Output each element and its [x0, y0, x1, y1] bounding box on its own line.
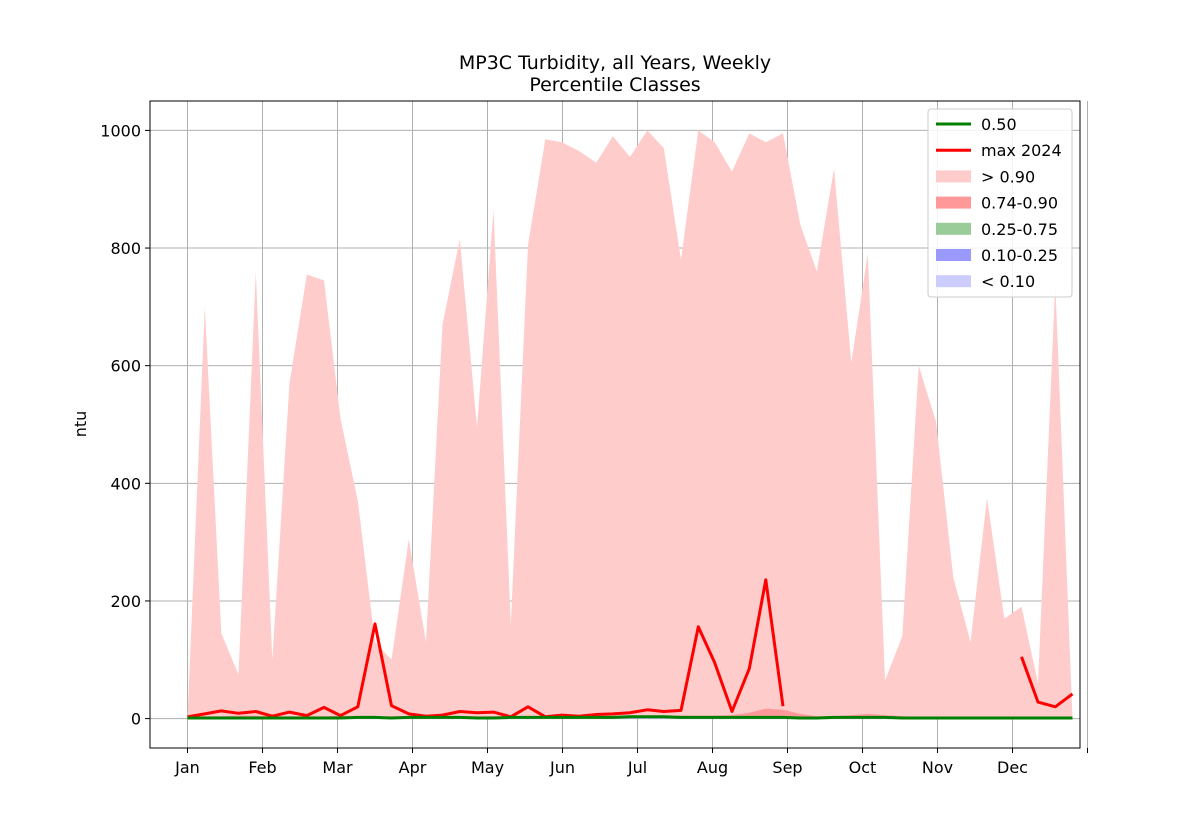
- x-tick-label-nov: Nov: [922, 758, 953, 777]
- legend-entry-0-10: < 0.10: [936, 272, 1035, 291]
- x-tick-label-aug: Aug: [697, 758, 728, 777]
- tick-layer: Jan Feb Mar Apr May Jun Jul Aug Sep Oct Nov Dec 0 200…: [100, 121, 1088, 777]
- y-tick-label-600: 600: [110, 357, 141, 376]
- legend-entry-0-25-0-75: 0.25-0.75: [936, 220, 1058, 239]
- line-max-2024: [187, 578, 1074, 719]
- x-tick-label-may: May: [471, 758, 504, 777]
- x-tick-label-jan: Jan: [174, 758, 200, 777]
- legend-entry-0-90: > 0.90: [936, 167, 1035, 186]
- legend-swatch: [936, 196, 971, 209]
- x-tick-label-feb: Feb: [248, 758, 276, 777]
- y-tick-label-800: 800: [110, 239, 141, 258]
- y-tick-label-200: 200: [110, 592, 141, 611]
- legend-swatch: [936, 249, 971, 261]
- x-tick-label-oct: Oct: [849, 758, 877, 777]
- x-tick-label-jul: Jul: [627, 758, 647, 777]
- x-tick-label-sep: Sep: [772, 758, 802, 777]
- y-tick-label-1000: 1000: [100, 121, 141, 140]
- legend-entry-max-2024: max 2024: [936, 141, 1062, 160]
- plot-frame: [149, 100, 1081, 749]
- line-0-50: [187, 715, 1073, 720]
- y-tick-label-400: 400: [110, 474, 141, 493]
- legend-label: max 2024: [981, 141, 1062, 160]
- legend-label: < 0.10: [981, 272, 1035, 291]
- legend-label: > 0.90: [981, 167, 1035, 186]
- legend-label: 0.10-0.25: [981, 246, 1058, 265]
- x-tick-label-jun: Jun: [549, 758, 575, 777]
- y-tick-label-0: 0: [131, 710, 141, 729]
- legend: 0.50 max 2024 > 0.90 0.74-0.90 0.25-0.75 0.10…: [927, 108, 1073, 298]
- legend-swatch: [936, 275, 971, 288]
- x-tick-label-mar: Mar: [322, 758, 353, 777]
- x-tick-label-dec: Dec: [997, 758, 1028, 777]
- chart-title: MP3C Turbidity, all Years, Weekly: [459, 52, 771, 74]
- legend-label: 0.25-0.75: [981, 220, 1058, 239]
- legend-entry-0-50: 0.50: [936, 115, 1017, 134]
- line-layer: [187, 578, 1074, 720]
- x-tick-label-apr: Apr: [399, 758, 427, 777]
- legend-swatch: [936, 222, 971, 235]
- y-axis-label: ntu: [71, 411, 90, 438]
- legend-label: 0.50: [981, 115, 1017, 134]
- area-0-90: [187, 130, 1073, 719]
- legend-entry-0-74-0-90: 0.74-0.90: [936, 194, 1058, 213]
- legend-swatch: [936, 170, 971, 183]
- legend-label: 0.74-0.90: [981, 194, 1058, 213]
- legend-entry-0-10-0-25: 0.10-0.25: [936, 246, 1058, 265]
- chart-subtitle: Percentile Classes: [529, 74, 700, 96]
